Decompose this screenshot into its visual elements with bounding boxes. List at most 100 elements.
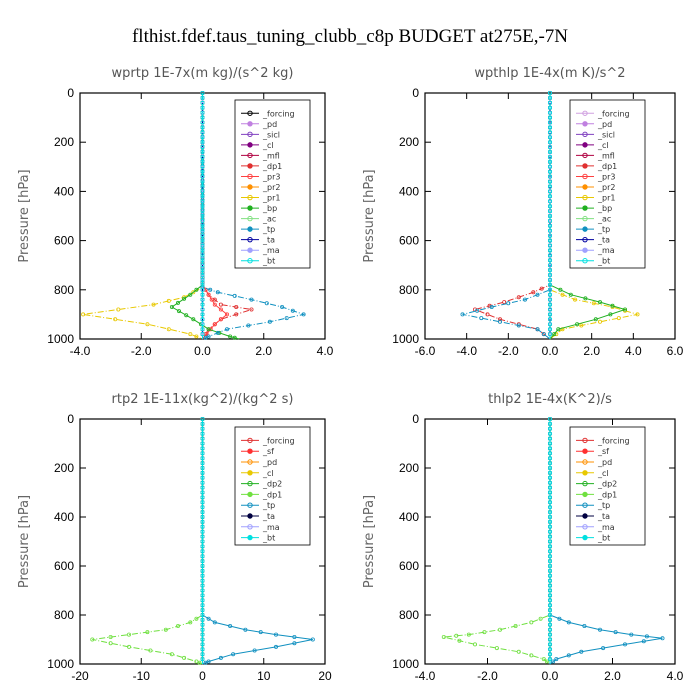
series-marker: [548, 534, 553, 539]
series-marker: [548, 115, 553, 120]
legend-marker: [582, 163, 588, 169]
series-marker: [249, 307, 254, 312]
series-marker: [598, 319, 603, 324]
series-marker: [466, 632, 471, 637]
series-marker: [548, 238, 553, 243]
legend-marker: [247, 459, 253, 465]
x-tick-label: -20: [71, 669, 89, 683]
series-marker: [200, 312, 205, 317]
series-marker: [497, 317, 502, 322]
series-marker: [548, 213, 553, 218]
x-tick-label: 2.0: [583, 344, 600, 358]
series-marker: [218, 307, 223, 312]
series-marker: [184, 313, 189, 318]
legend-marker: [247, 534, 253, 541]
legend-label: _forcing: [262, 436, 295, 445]
series-marker: [200, 317, 205, 322]
series-marker: [548, 253, 553, 258]
series-marker: [200, 100, 205, 105]
legend-marker: [582, 470, 588, 476]
series-marker: [548, 164, 553, 169]
series-marker: [218, 655, 223, 660]
series-marker: [660, 636, 665, 641]
series-marker: [200, 534, 205, 539]
series-marker: [200, 302, 205, 307]
series-marker: [200, 110, 205, 115]
series-marker: [548, 233, 553, 238]
series-marker: [200, 233, 205, 238]
series-marker: [197, 660, 202, 665]
x-tick-label: 0: [199, 669, 206, 683]
legend-marker: [247, 236, 253, 243]
series-marker: [548, 613, 553, 618]
legend-label: _pd: [597, 458, 612, 467]
legend-label: _bt: [262, 534, 275, 543]
series-marker: [200, 505, 205, 510]
legend-marker: [247, 163, 253, 169]
series-marker: [175, 300, 180, 305]
series-marker: [200, 578, 205, 583]
series-marker: [176, 309, 181, 314]
series-marker: [200, 573, 205, 578]
series-marker: [208, 287, 213, 292]
series-marker: [523, 297, 528, 302]
legend-label: _sf: [597, 447, 609, 456]
series-markers-bt: [548, 416, 553, 662]
series-marker: [551, 659, 556, 664]
legend-marker: [582, 173, 588, 180]
series-marker: [200, 179, 205, 184]
series-marker: [267, 319, 272, 324]
legend-label: _dp2: [597, 480, 617, 489]
series-line-pr1: [549, 93, 638, 340]
legend-label: _ma: [597, 523, 615, 532]
x-tick-label: -4.0: [415, 669, 436, 683]
series-marker: [206, 292, 211, 297]
series-marker: [194, 334, 199, 339]
series-marker: [203, 335, 208, 340]
series-marker: [548, 622, 553, 627]
series-marker: [548, 578, 553, 583]
series-marker: [200, 529, 205, 534]
series-line-bp: [549, 93, 627, 340]
series-marker: [200, 238, 205, 243]
series-marker: [200, 204, 205, 209]
series-marker: [548, 140, 553, 145]
series-marker: [548, 317, 553, 322]
series-marker: [218, 302, 223, 307]
series-marker: [610, 303, 615, 308]
series-marker: [200, 647, 205, 652]
series-marker: [200, 470, 205, 475]
legend-marker: [582, 491, 588, 498]
series-marker: [557, 616, 562, 621]
series-marker: [548, 554, 553, 559]
legend-marker: [247, 226, 253, 232]
legend-label: _cl: [262, 141, 274, 150]
series-marker: [548, 632, 553, 637]
legend-label: _ta: [262, 512, 275, 521]
series-marker: [228, 334, 233, 339]
series-line-tp: [202, 419, 313, 665]
legend-marker: [247, 205, 253, 211]
series-marker: [200, 130, 205, 135]
y-tick-label: 800: [399, 608, 419, 622]
series-marker: [494, 646, 499, 651]
series-marker: [548, 465, 553, 470]
series-marker: [200, 515, 205, 520]
series-marker: [548, 544, 553, 549]
legend-marker: [582, 480, 588, 487]
series-marker: [457, 638, 462, 643]
y-tick-label: 600: [399, 234, 419, 248]
series-marker: [234, 304, 239, 309]
series-marker: [209, 297, 214, 302]
panel-1-title: wprtp 1E-7x(m kg)/(s^2 kg): [112, 66, 294, 81]
series-marker: [516, 295, 521, 300]
legend-label: _pr3: [262, 172, 280, 181]
series-marker: [548, 100, 553, 105]
legend-marker: [247, 524, 253, 530]
series-marker: [548, 174, 553, 179]
series-marker: [560, 292, 565, 297]
series-marker: [548, 637, 553, 642]
series-marker: [200, 485, 205, 490]
series-marker: [548, 564, 553, 569]
series-marker: [548, 218, 553, 223]
